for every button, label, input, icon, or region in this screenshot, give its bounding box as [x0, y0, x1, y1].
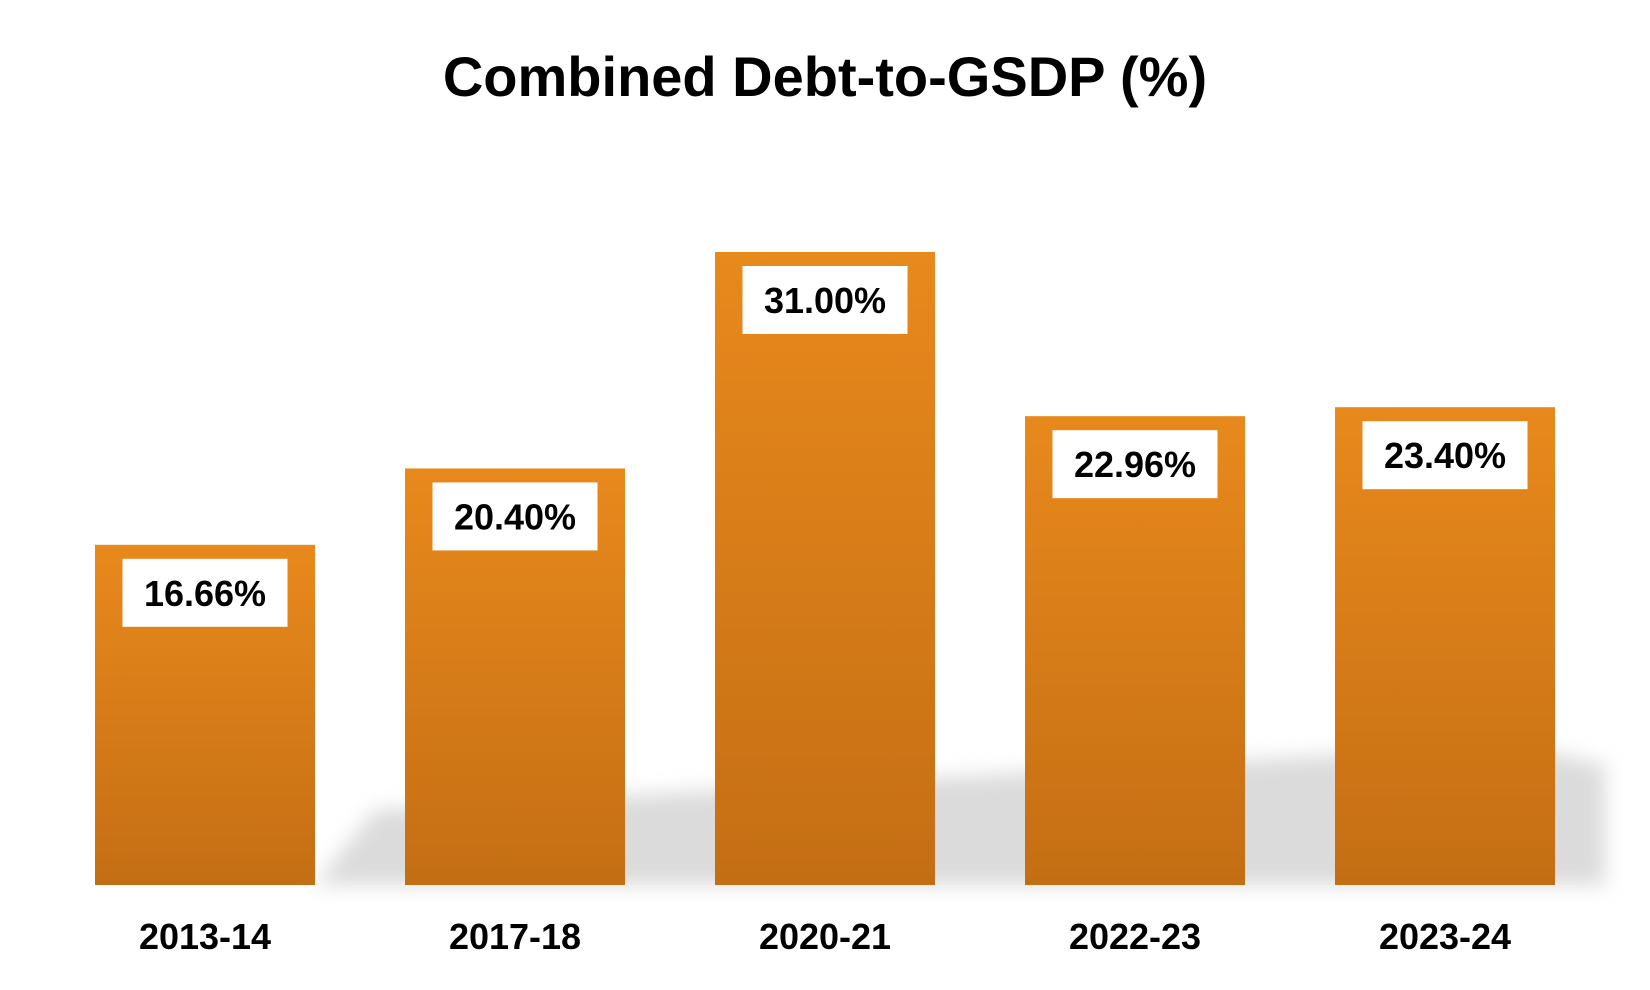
data-label: 22.96%	[1074, 444, 1196, 485]
data-label: 31.00%	[764, 280, 886, 321]
data-label-box	[1052, 430, 1218, 499]
data-label-box	[742, 266, 908, 334]
data-label: 23.40%	[1384, 435, 1506, 476]
bars	[95, 252, 1555, 885]
x-tick-label: 2013-14	[139, 916, 271, 957]
data-label-box	[1362, 421, 1528, 490]
data-label: 20.40%	[454, 496, 576, 537]
chart-title: Combined Debt-to-GSDP (%)	[443, 45, 1207, 108]
data-label-box	[122, 558, 288, 627]
data-labels: 16.66% 20.40% 31.00% 22.96% 23.40%	[122, 266, 1528, 627]
floor-shadow	[315, 745, 1605, 885]
data-label-box	[432, 482, 598, 551]
x-tick-label: 2020-21	[759, 916, 891, 957]
x-axis-tick-labels: 2013-14 2017-18 2020-21 2022-23 2023-24	[139, 916, 1511, 957]
data-label: 16.66%	[144, 573, 266, 614]
x-tick-label: 2022-23	[1069, 916, 1201, 957]
x-tick-label: 2023-24	[1379, 916, 1511, 957]
floor-shadow-shape	[315, 745, 1605, 885]
x-tick-label: 2017-18	[449, 916, 581, 957]
bar-2020-21	[715, 252, 935, 885]
